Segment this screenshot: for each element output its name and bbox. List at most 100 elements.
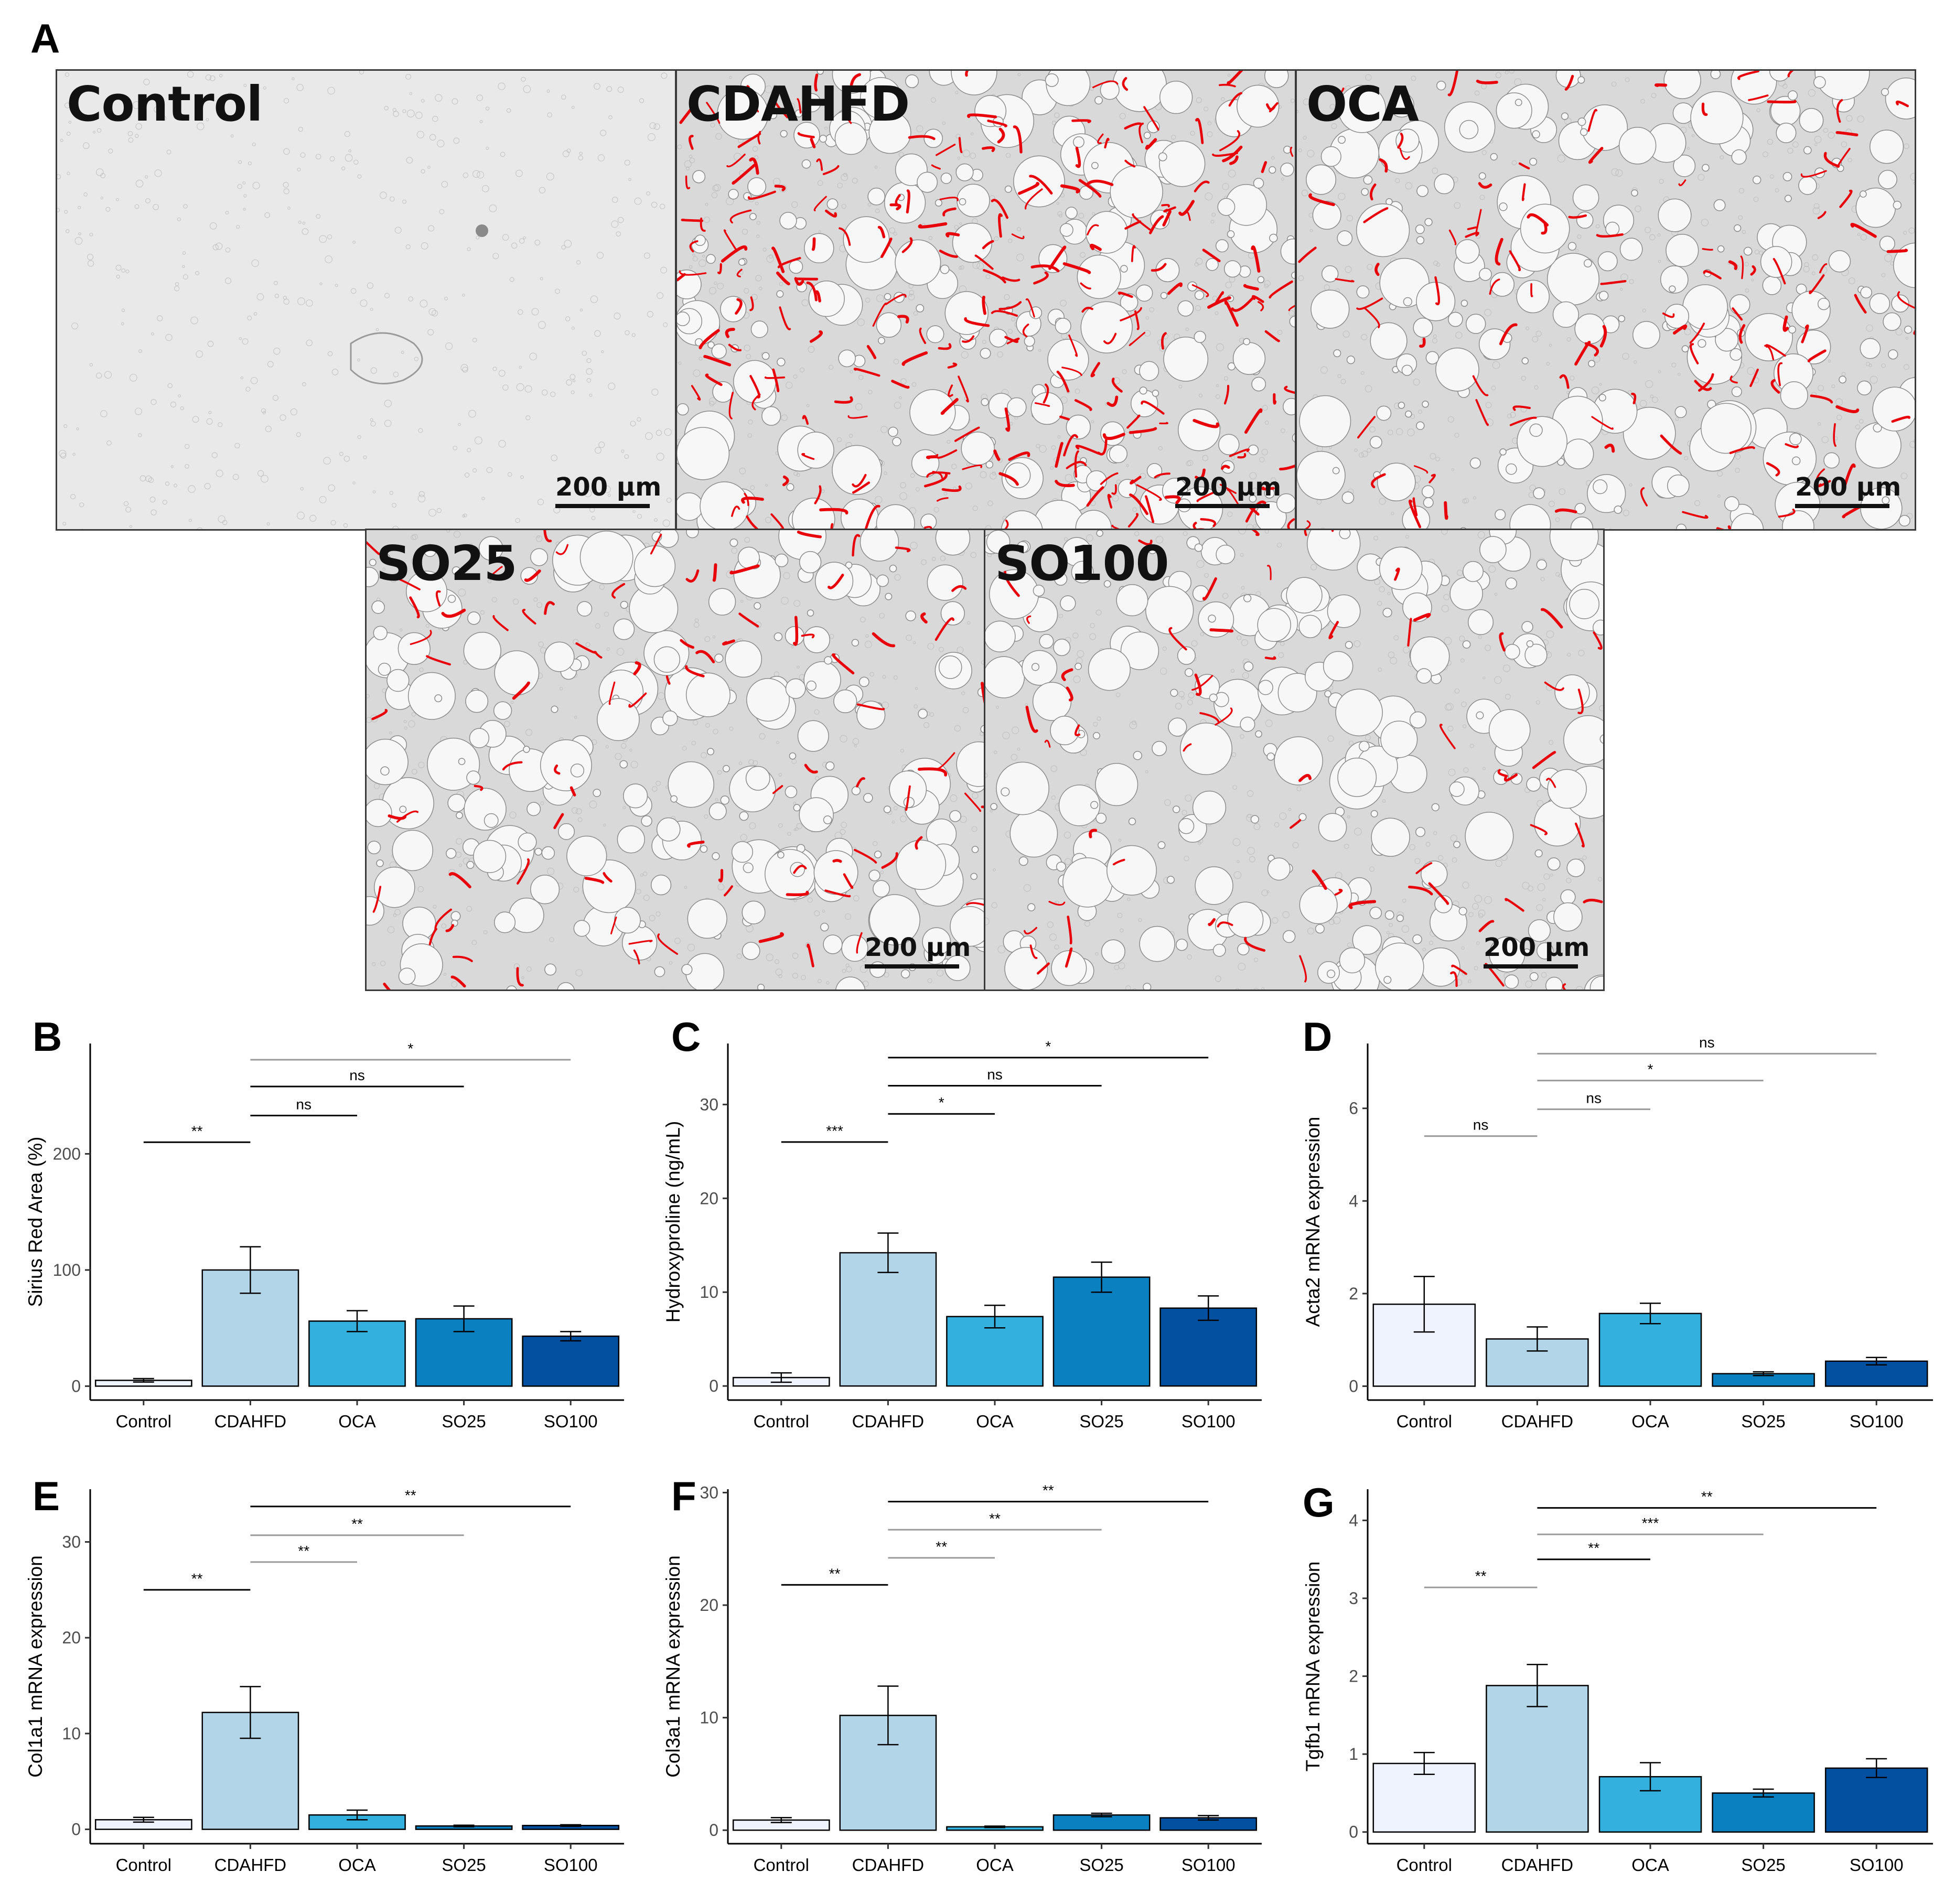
y-axis-label: Hydroxyproline (ng/mL) bbox=[662, 1121, 684, 1323]
micrograph-label: Control bbox=[67, 76, 263, 132]
x-tick-label: SO25 bbox=[442, 1855, 486, 1875]
significance-label: ns bbox=[987, 1067, 1003, 1083]
scale-bar: 200 µm bbox=[1484, 933, 1589, 969]
scale-bar: 200 µm bbox=[1175, 472, 1282, 508]
tissue-texture bbox=[57, 71, 672, 529]
micrograph-control: Control 200 µm bbox=[56, 69, 676, 531]
y-tick-label: 200 bbox=[53, 1144, 81, 1163]
fibrosis-staining bbox=[367, 530, 984, 989]
scale-bar-line bbox=[1484, 964, 1578, 969]
scale-bar-line bbox=[1175, 504, 1270, 508]
x-tick-label: SO100 bbox=[1850, 1855, 1904, 1875]
x-tick-label: SO100 bbox=[544, 1412, 598, 1431]
significance-label: ** bbox=[1043, 1482, 1054, 1499]
y-tick-label: 20 bbox=[700, 1189, 718, 1208]
chart-svg: 0 1 2 3 4 Tgfb1 mRNA expression Control CDAHFD O… bbox=[1302, 1489, 1933, 1875]
y-tick-label: 0 bbox=[71, 1376, 81, 1395]
micrograph-oca: OCA 200 µm bbox=[1295, 69, 1916, 531]
significance-label: *** bbox=[826, 1123, 843, 1139]
panel-letter-d: D bbox=[1303, 1014, 1333, 1060]
y-tick-label: 30 bbox=[700, 1095, 718, 1114]
chart-svg: 0 2 4 6 Acta2 mRNA expression Control CDAHFD OC… bbox=[1302, 1034, 1933, 1431]
scale-bar: 200 µm bbox=[1795, 472, 1902, 508]
tissue-texture bbox=[367, 530, 984, 989]
fibrosis-staining bbox=[1004, 530, 1603, 989]
y-tick-label: 4 bbox=[1349, 1191, 1358, 1210]
bar bbox=[1486, 1685, 1589, 1833]
bar bbox=[1712, 1792, 1815, 1833]
x-tick-label: CDAHFD bbox=[1501, 1855, 1574, 1875]
scale-bar-text: 200 µm bbox=[555, 472, 662, 502]
micrograph-label: OCA bbox=[1306, 76, 1419, 132]
significance-label: ** bbox=[1475, 1568, 1487, 1584]
x-tick-label: Control bbox=[1397, 1412, 1452, 1431]
micrograph-label: CDAHFD bbox=[686, 76, 910, 132]
scale-bar: 200 µm bbox=[555, 472, 662, 508]
y-tick-label: 20 bbox=[700, 1596, 718, 1615]
fat-vacuoles bbox=[1297, 71, 1915, 529]
micrograph-cdahfd: CDAHFD 200 µm bbox=[675, 69, 1296, 531]
scale-bar-line bbox=[865, 964, 959, 969]
micrograph-texture bbox=[677, 71, 1295, 529]
x-tick-label: SO25 bbox=[442, 1412, 486, 1431]
y-axis-label: Col3a1 mRNA expression bbox=[662, 1555, 684, 1778]
chart-svg: 0 10 20 30 Col3a1 mRNA expression Control CDAH… bbox=[662, 1482, 1262, 1875]
panel-letter-c: C bbox=[671, 1014, 701, 1060]
micrograph-label: SO25 bbox=[376, 535, 517, 591]
x-tick-label: SO100 bbox=[1181, 1855, 1236, 1875]
bar bbox=[1159, 1307, 1258, 1387]
y-axis-label: Sirius Red Area (%) bbox=[25, 1137, 46, 1307]
x-tick-label: OCA bbox=[338, 1855, 376, 1875]
scale-bar-text: 200 µm bbox=[1175, 472, 1282, 502]
y-axis-label: Acta2 mRNA expression bbox=[1302, 1116, 1324, 1327]
x-tick-label: SO100 bbox=[1850, 1412, 1904, 1431]
significance-label: ** bbox=[191, 1123, 203, 1139]
scale-bar-text: 200 µm bbox=[865, 933, 971, 962]
tissue-structure bbox=[350, 224, 488, 385]
micrograph-so25: SO25 200 µm bbox=[365, 529, 986, 991]
x-tick-label: CDAHFD bbox=[852, 1412, 925, 1431]
y-axis-label: Col1a1 mRNA expression bbox=[25, 1555, 46, 1778]
scale-bar-line bbox=[555, 504, 650, 508]
x-tick-label: CDAHFD bbox=[852, 1855, 925, 1875]
y-tick-label: 1 bbox=[1349, 1745, 1358, 1763]
y-tick-label: 2 bbox=[1349, 1667, 1358, 1686]
chart-col1a1: 0 10 20 30 Col1a1 mRNA expression Control CDAH… bbox=[0, 1468, 640, 1901]
fibrosis-staining bbox=[677, 71, 1295, 529]
significance-label: ns bbox=[1586, 1090, 1602, 1106]
x-tick-label: SO100 bbox=[544, 1855, 598, 1875]
y-tick-label: 30 bbox=[62, 1532, 81, 1551]
micrograph-texture bbox=[367, 530, 984, 989]
x-tick-label: SO25 bbox=[1741, 1855, 1785, 1875]
x-tick-label: Control bbox=[754, 1855, 809, 1875]
scale-bar: 200 µm bbox=[865, 933, 971, 969]
chart-col3a1: 0 10 20 30 Col3a1 mRNA expression Control CDAH… bbox=[638, 1468, 1277, 1901]
y-tick-label: 20 bbox=[62, 1628, 81, 1647]
chart-svg: 0 10 20 30 Hydroxyproline (ng/mL) Control CDAH… bbox=[662, 1038, 1262, 1431]
x-tick-label: CDAHFD bbox=[214, 1412, 287, 1431]
fat-vacuoles bbox=[985, 530, 1603, 989]
y-tick-label: 0 bbox=[709, 1821, 718, 1840]
y-tick-label: 100 bbox=[53, 1261, 81, 1279]
fibrosis-staining bbox=[1298, 71, 1915, 529]
micrograph-texture bbox=[985, 530, 1603, 989]
chart-tgfb1: 0 1 2 3 4 Tgfb1 mRNA expression Control CDAHFD O… bbox=[1277, 1468, 1955, 1901]
significance-label: ns bbox=[1699, 1034, 1715, 1050]
significance-label: ns bbox=[1473, 1117, 1489, 1133]
x-tick-label: Control bbox=[754, 1412, 809, 1431]
y-tick-label: 0 bbox=[1349, 1377, 1358, 1396]
y-tick-label: 10 bbox=[62, 1724, 81, 1743]
bar bbox=[1052, 1276, 1151, 1387]
scale-bar-text: 200 µm bbox=[1795, 472, 1902, 502]
y-tick-label: 0 bbox=[709, 1376, 718, 1395]
y-tick-label: 4 bbox=[1349, 1511, 1358, 1530]
y-tick-label: 0 bbox=[1349, 1823, 1358, 1842]
y-tick-label: 30 bbox=[700, 1483, 718, 1502]
significance-label: ** bbox=[1588, 1540, 1599, 1556]
panel-letter-b: B bbox=[33, 1014, 62, 1060]
chart-acta2: 0 2 4 6 Acta2 mRNA expression Control CDAHFD OC… bbox=[1277, 1012, 1955, 1463]
y-tick-label: 2 bbox=[1349, 1284, 1358, 1303]
panel-letter-f: F bbox=[671, 1473, 696, 1519]
y-tick-label: 3 bbox=[1349, 1589, 1358, 1608]
x-tick-label: SO25 bbox=[1079, 1855, 1123, 1875]
